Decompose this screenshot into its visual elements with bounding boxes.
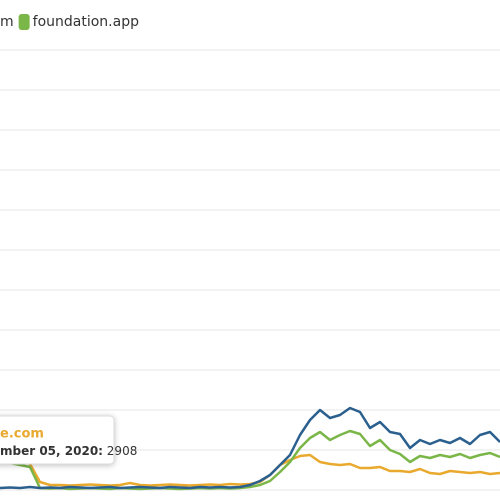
legend-label: m: [0, 14, 14, 30]
lines: [0, 406, 500, 491]
legend-label: foundation.app: [33, 14, 139, 30]
tooltip-series: e.com: [0, 427, 44, 442]
tooltip: e.com mber 05, 2020: 2908: [0, 415, 137, 465]
tooltip-date: mber 05, 2020:: [0, 444, 103, 458]
tooltip-text: mber 05, 2020: 2908: [0, 444, 137, 458]
series-line: [0, 406, 500, 490]
tooltip-box: [0, 415, 115, 465]
legend: m foundation.app: [0, 14, 139, 30]
tooltip-value: 2908: [107, 444, 138, 458]
legend-swatch: [18, 14, 30, 30]
